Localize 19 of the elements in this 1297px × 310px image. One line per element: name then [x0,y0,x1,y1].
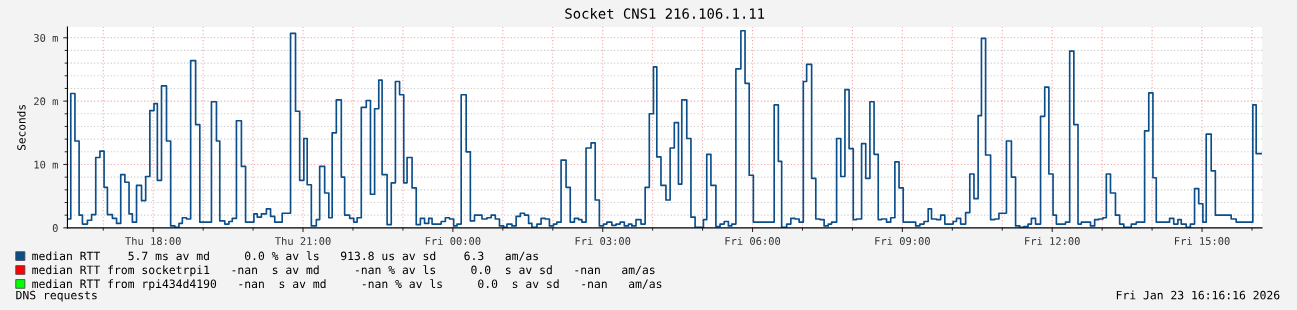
y-axis-title: Seconds [17,105,26,151]
x-tick-label: Fri 12:00 [1025,236,1080,245]
text: Fri Jan 23 16:16:16 2026 [1116,290,1280,300]
chart-title: Socket CNS1 216.106.1.11 [565,8,765,19]
legend-label: median RTT from rpi434d4190 -nan s av md -nan % av ls 0.0 s av sd -nan am/as [32,279,662,291]
x-tick-label: Thu 18:00 [125,236,181,245]
x-tick-label: Fri 00:00 [425,236,481,245]
x-tick-label: Thu 21:00 [275,236,331,245]
x-tick-label: Fri 09:00 [875,236,930,245]
y-tick-label: 0 [52,224,58,232]
x-tick-label: Fri 03:00 [575,236,631,245]
text: DNS requests [16,290,97,302]
legend-label: median RTT from socketrpi1 -nan s av md -nan % av ls 0.0 s av sd -nan am/as [32,265,655,277]
x-tick-label: Fri 06:00 [725,236,781,245]
y-tick-label: 20 m [34,97,58,106]
legend-label: median RTT 5.7 ms av md 0.0 % av ls 913.8 us av sd 6.3 am/as [32,251,538,262]
y-tick-label: 30 m [34,34,58,42]
y-tick-label: 10 m [34,160,58,169]
x-tick-label: Fri 15:00 [1175,236,1230,245]
